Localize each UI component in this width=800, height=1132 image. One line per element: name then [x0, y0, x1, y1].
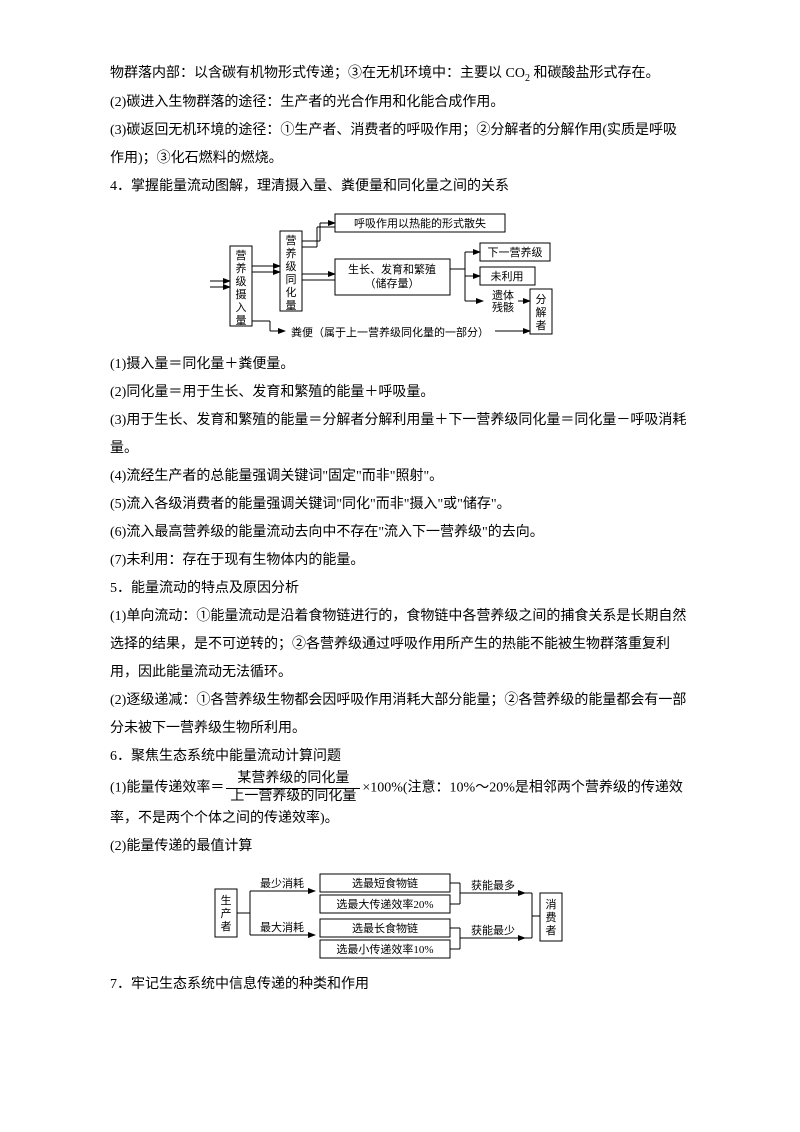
svg-text:解: 解 [536, 305, 547, 319]
text: (1)能量传递效率＝ [110, 780, 224, 795]
svg-text:级: 级 [286, 260, 297, 273]
para-10: (6)流入最高营养级的能量流动去向中不存在"流入下一营养级"的去向。 [110, 519, 690, 547]
d2-n8: 获能最多 [471, 878, 515, 892]
svg-text:量: 量 [286, 299, 297, 312]
d2-n7: 选最小传递效率10% [336, 942, 433, 956]
para-4: 4．掌握能量流动图解，理清摄入量、粪便量和同化量之间的关系 [110, 173, 690, 201]
svg-text:（储存量）: （储存量） [365, 276, 420, 290]
svg-text:同: 同 [286, 274, 297, 286]
para-2: (2)碳进入生物群落的途径：生产者的光合作用和化能合成作用。 [110, 89, 690, 117]
svg-text:生长、发育和繁殖: 生长、发育和繁殖 [348, 262, 436, 276]
para-7: (3)用于生长、发育和繁殖的能量＝分解者分解利用量＋下一营养级同化量＝同化量－呼… [110, 407, 690, 463]
svg-text:费: 费 [546, 911, 557, 924]
svg-text:级: 级 [236, 275, 247, 288]
svg-text:入: 入 [236, 302, 247, 314]
svg-text:产: 产 [221, 906, 232, 920]
svg-text:摄: 摄 [236, 287, 247, 301]
svg-text:养: 养 [286, 246, 297, 260]
numerator: 某营养级的同化量 [226, 771, 360, 789]
d2-n3: 最大消耗 [260, 920, 304, 934]
svg-text:消: 消 [546, 897, 557, 911]
para-6: (2)同化量＝用于生长、发育和繁殖的能量＋呼吸量。 [110, 379, 690, 407]
d1-n6: 未利用 [491, 270, 524, 283]
svg-text:养: 养 [236, 261, 247, 275]
svg-text:遗体: 遗体 [492, 288, 514, 302]
d2-n2: 最少消耗 [260, 876, 304, 890]
para-12: 5．能量流动的特点及原因分析 [110, 575, 690, 603]
para-9: (5)流入各级消费者的能量强调关键词"同化"而非"摄入"或"储存"。 [110, 491, 690, 519]
para-17: (2)能量传递的最值计算 [110, 833, 690, 861]
energy-flow-diagram: 营 养 级 摄 入 量 营 养 级 同 化 量 呼吸作用以热能的形式散失 生长、… [110, 211, 690, 341]
d1-n1-c1: 营 [236, 248, 247, 262]
svg-text:生: 生 [221, 893, 232, 907]
para-15: 6．聚焦生态系统中能量流动计算问题 [110, 743, 690, 771]
svg-text:者: 者 [546, 924, 557, 937]
para-14: (2)逐级递减：①各营养级生物都会因呼吸作用消耗大部分能量；②各营养级的能量都会… [110, 687, 690, 743]
para-16: (1)能量传递效率＝某营养级的同化量上一营养级的同化量×100%(注意：10%～… [110, 771, 690, 834]
svg-text:营: 营 [286, 233, 297, 247]
text: 和碳酸盐形式存在。 [530, 66, 660, 81]
para-8: (4)流经生产者的总能量强调关键词"固定"而非"照射"。 [110, 463, 690, 491]
d1-n3: 呼吸作用以热能的形式散失 [354, 216, 486, 230]
min-max-diagram: 生 产 者 最少消耗 最大消耗 选最短食物链 选最大传递效率20% 选最长食物链… [110, 871, 690, 961]
d2-n5: 选最大传递效率20% [336, 897, 433, 911]
text: 物群落内部：以含碳有机物形式传递；③在无机环境中：主要以 CO [110, 66, 525, 81]
para-3: (3)碳返回无机环境的途径：①生产者、消费者的呼吸作用；②分解者的分解作用(实质… [110, 117, 690, 173]
para-1: 物群落内部：以含碳有机物形式传递；③在无机环境中：主要以 CO2 和碳酸盐形式存… [110, 60, 690, 89]
para-5: (1)摄入量＝同化量＋粪便量。 [110, 351, 690, 379]
para-11: (7)未利用：存在于现有生物体内的能量。 [110, 547, 690, 575]
svg-text:者: 者 [536, 319, 547, 332]
para-18: 7．牢记生态系统中信息传递的种类和作用 [110, 971, 690, 999]
svg-text:分: 分 [536, 293, 547, 306]
svg-text:者: 者 [221, 920, 232, 933]
d2-n6: 选最长食物链 [352, 921, 418, 935]
d2-n9: 获能最少 [471, 923, 515, 937]
d1-n5: 下一营养级 [488, 245, 543, 259]
d1-n9: 粪便（属于上一营养级同化量的一部分） [291, 325, 489, 339]
svg-text:量: 量 [236, 314, 247, 327]
d2-n4: 选最短食物链 [352, 876, 418, 890]
denominator: 上一营养级的同化量 [226, 789, 360, 806]
svg-text:化: 化 [286, 285, 297, 299]
fraction: 某营养级的同化量上一营养级的同化量 [226, 771, 360, 806]
para-13: (1)单向流动：①能量流动是沿着食物链进行的，食物链中各营养级之间的捕食关系是长… [110, 603, 690, 687]
svg-text:残骸: 残骸 [492, 300, 514, 314]
